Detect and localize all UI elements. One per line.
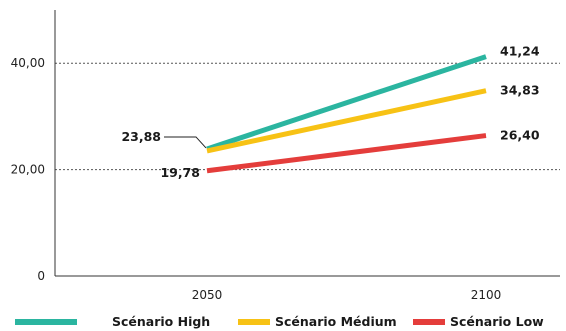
y-tick-label: 40,00 [11,56,45,70]
series-line-2 [206,88,487,154]
series-line-1 [206,54,487,152]
legend-label: Scénario Médium [275,314,397,329]
y-tick-label: 0 [37,269,45,283]
x-tick-label: 2100 [471,288,502,302]
data-label: 26,40 [500,128,540,143]
legend-swatch [413,319,445,325]
legend-label: Scénario High [112,314,210,329]
chart-data-labels: 23,88 41,24 34,83 19,78 26,40 [121,44,539,180]
data-label: 41,24 [500,44,540,59]
y-tick-label: 20,00 [11,163,45,177]
data-label: 34,83 [500,83,540,98]
series-line-3 [206,133,487,174]
data-label-leader [164,136,207,149]
chart-series [206,54,487,174]
legend-label: Scénario Low [450,314,544,329]
data-label: 19,78 [160,165,200,180]
legend-swatch [238,319,270,325]
chart-legend: Scénario High Scénario Médium Scénario Low [15,314,544,329]
data-label: 23,88 [121,129,161,144]
chart-axes: 0 20,00 40,00 2050 2100 [11,10,560,302]
legend-swatch [15,319,77,325]
x-tick-label: 2050 [192,288,223,302]
